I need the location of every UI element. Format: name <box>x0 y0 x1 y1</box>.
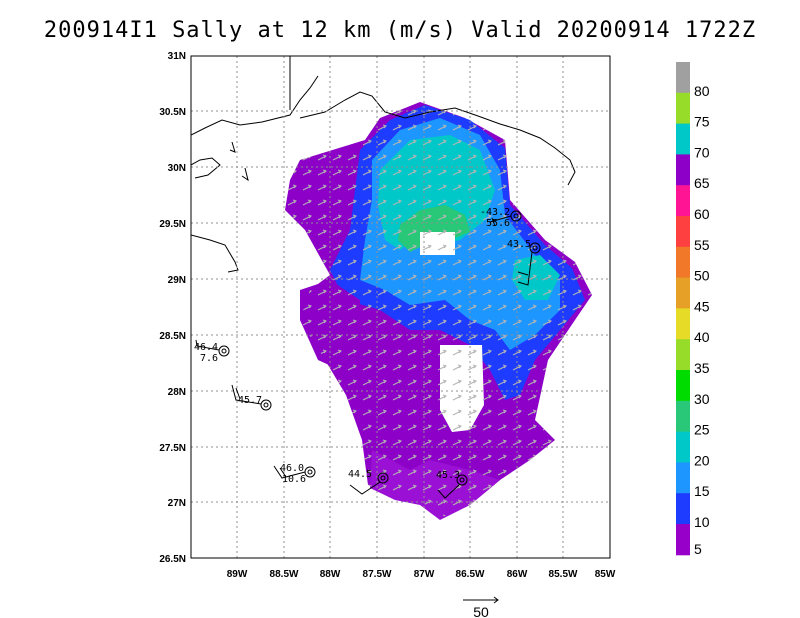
colorbar-swatch <box>676 462 690 494</box>
colorbar-label: 70 <box>694 144 710 160</box>
station-2-value-1: 43.5 <box>507 239 531 250</box>
colorbar-label: 45 <box>694 298 710 314</box>
station-marker-3 <box>195 339 230 357</box>
x-tick-label: 87W <box>414 569 435 580</box>
y-tick-label: 30.5N <box>159 107 186 118</box>
station-marker-1 <box>489 210 522 227</box>
x-tick-label: 88W <box>320 569 341 580</box>
station-5-value-1: 46.0 <box>280 463 304 474</box>
station-3-value-1: 46.4 <box>194 342 218 353</box>
colorbar-swatch <box>676 277 690 309</box>
station-marker-6 <box>349 472 389 495</box>
map-grid <box>191 56 610 558</box>
colorbar-label: 35 <box>694 360 710 376</box>
colorbar-label: 30 <box>694 391 710 407</box>
map-frame <box>190 55 611 559</box>
y-tick-label: 26.5N <box>159 554 186 565</box>
station-1-value-2: 55.6 <box>486 218 510 229</box>
station-4-value-1: 45.7 <box>238 395 262 406</box>
x-tick-label: 89W <box>227 569 248 580</box>
station-marker-5 <box>273 465 316 479</box>
colorbar-swatch <box>676 62 690 94</box>
y-tick-label: 28.5N <box>159 331 186 342</box>
colorbar-label: 75 <box>694 114 710 130</box>
y-tick-label: 27N <box>168 498 186 509</box>
data-gap-3 <box>520 480 610 558</box>
y-tick-label: 30N <box>168 163 186 174</box>
colorbar-label: 40 <box>694 329 710 345</box>
colorbar-swatch <box>676 92 690 125</box>
figure-title: 200914I1 Sally at 12 km (m/s) Valid 2020… <box>43 18 757 43</box>
colorbar-swatch <box>676 216 690 248</box>
colorbar-swatch <box>676 185 690 217</box>
station-6-value-1: 44.5 <box>348 469 372 480</box>
x-tick-label: 88.5W <box>270 569 299 580</box>
coastline <box>191 56 576 273</box>
station-labels: -43.2 55.6 43.5 46.4 7.6 45.7 46.0 10.6 … <box>194 207 531 485</box>
y-axis-ticks: 31N 30.5N 30N 29.5N 29N 28.5N 28N 27.5N … <box>159 51 186 565</box>
station-3-value-2: 7.6 <box>200 353 218 364</box>
y-tick-label: 31N <box>168 51 186 62</box>
colorbar-label: 80 <box>694 83 710 99</box>
colorbar-swatch <box>676 154 690 186</box>
station-5-value-2: 10.6 <box>282 474 306 485</box>
colorbar-label: 20 <box>694 452 710 468</box>
station-marker-7 <box>437 474 468 499</box>
colorbar-label: 60 <box>694 206 710 222</box>
x-tick-label: 85W <box>595 569 616 580</box>
y-tick-label: 28N <box>168 387 186 398</box>
x-axis-ticks: 89W 88.5W 88W 87.5W 87W 86.5W 86W 85.5W … <box>227 569 616 580</box>
station-markers <box>195 210 541 499</box>
colorbar-label: 5 <box>694 541 702 557</box>
station-7-value-1: 45.3 <box>436 470 460 481</box>
colorbar-label: 10 <box>694 514 710 530</box>
colorbar-swatch <box>676 370 690 402</box>
colorbar-label: 15 <box>694 483 710 499</box>
y-tick-label: 27.5N <box>159 443 186 454</box>
colorbar-swatch <box>676 400 690 433</box>
colorbar-swatch <box>676 123 690 155</box>
colorbar-swatch <box>676 308 690 340</box>
colorbar-swatch <box>676 524 690 556</box>
x-tick-label: 86.5W <box>456 569 485 580</box>
station-marker-4 <box>231 384 272 411</box>
colorbar: 80 75 70 65 60 55 50 45 40 35 30 25 20 15 10 5 <box>676 62 710 557</box>
y-tick-label: 29.5N <box>159 219 186 230</box>
reference-vector: 50 <box>463 596 499 618</box>
station-1-value-1: -43.2 <box>480 207 510 218</box>
colorbar-label: 55 <box>694 237 710 253</box>
radar-wind-field <box>285 102 610 558</box>
y-tick-label: 29N <box>168 275 186 286</box>
reference-vector-label: 50 <box>473 604 489 618</box>
x-tick-label: 86W <box>507 569 528 580</box>
x-tick-label: 87.5W <box>363 569 392 580</box>
colorbar-label: 65 <box>694 175 710 191</box>
station-marker-2 <box>517 242 541 286</box>
wind-vectors <box>285 102 592 518</box>
colorbar-swatch <box>676 493 690 525</box>
x-tick-label: 85.5W <box>549 569 578 580</box>
colorbar-label: 50 <box>694 268 710 284</box>
colorbar-label: 25 <box>694 422 710 438</box>
colorbar-swatch <box>676 246 690 279</box>
colorbar-swatch <box>676 339 690 371</box>
colorbar-swatch <box>676 431 690 463</box>
